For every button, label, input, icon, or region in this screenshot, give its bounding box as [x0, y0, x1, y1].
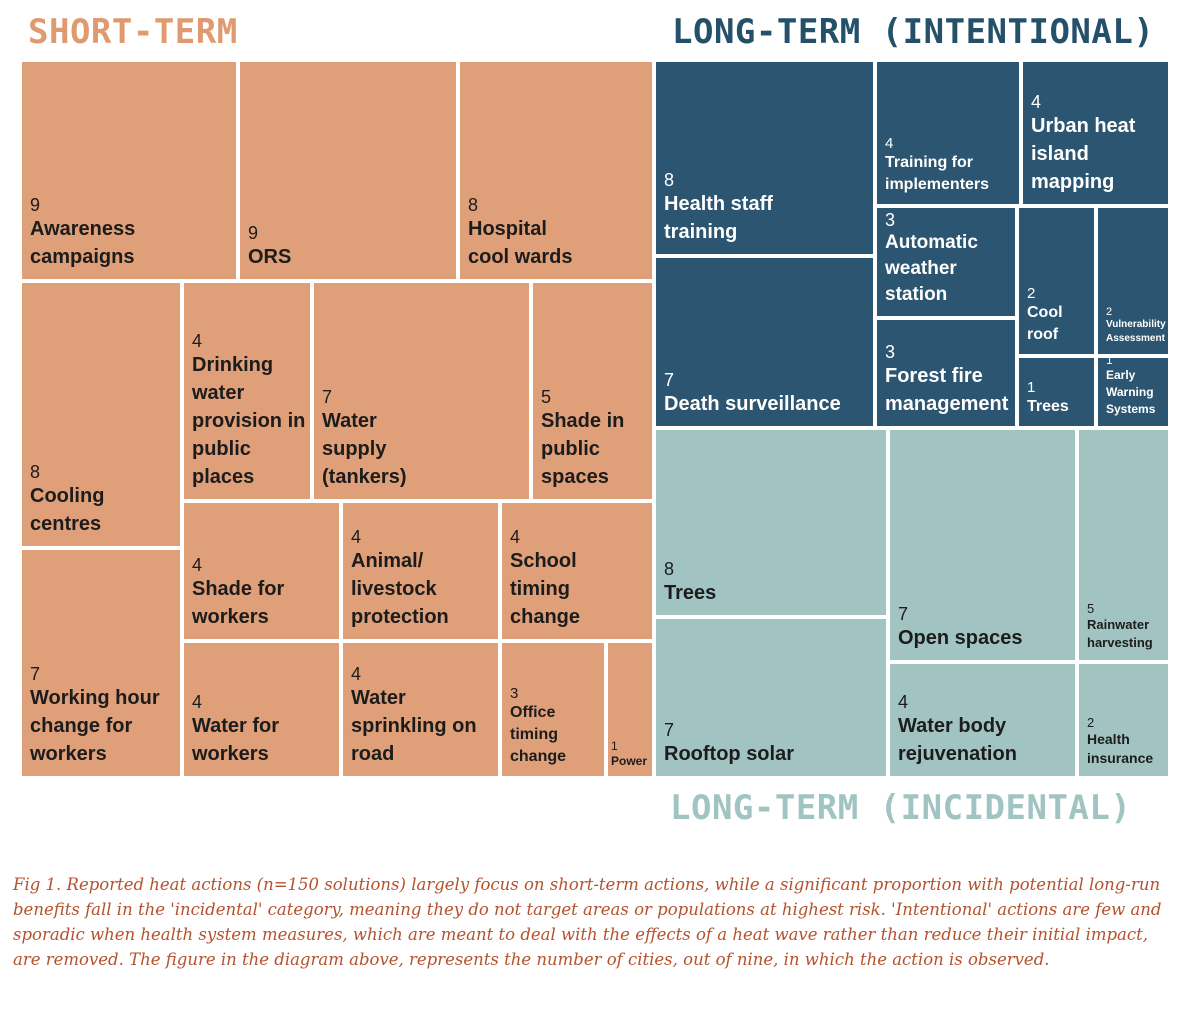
tile-value: 4	[1031, 92, 1042, 112]
treemap-tile-short-term-office-timing-change: 3 Office timing change	[500, 641, 606, 778]
treemap-tile-long-term-incidental-trees: 8 Trees	[654, 428, 888, 617]
tile-label: Vulnerability Assessment	[1106, 319, 1166, 344]
treemap-tile-short-term-awareness-campaigns: 9 Awareness campaigns	[20, 60, 238, 281]
tile-value: 4	[885, 135, 894, 152]
tile-label: Cooling centres	[30, 485, 105, 535]
tile-label: Automatic weather station	[885, 232, 978, 305]
treemap-tile-long-term-intentional-health-staff-training: 8 Health staff training	[654, 60, 875, 256]
tile-value: 5	[1087, 601, 1095, 616]
tile-value: 3	[885, 342, 896, 362]
tile-label: Rooftop solar	[664, 743, 794, 765]
tile-label: Death surveillance	[664, 393, 841, 415]
treemap-tile-short-term-school-timing-change: 4 School timing change	[500, 501, 654, 641]
treemap-tile-long-term-intentional-vulnerability-assessment: 2 Vulnerability Assessment	[1096, 206, 1170, 356]
treemap-tile-short-term-ors: 9 ORS	[238, 60, 458, 281]
tile-label: Hospital cool wards	[468, 218, 573, 268]
tile-value: 7	[664, 370, 675, 390]
tile-label: Animal/ livestock protection	[351, 550, 449, 628]
treemap-tile-long-term-intentional-early-warning-systems: 1 Early Warning Systems	[1096, 356, 1170, 428]
tile-value: 2	[1106, 306, 1113, 318]
tile-label: Drinking water provision in public place…	[192, 354, 306, 488]
tile-label: Health staff training	[664, 193, 773, 243]
tile-value: 2	[1027, 285, 1036, 302]
treemap-tile-long-term-intentional-cool-roof: 2 Cool roof	[1017, 206, 1096, 356]
treemap-tile-short-term-cooling-centres: 8 Cooling centres	[20, 281, 182, 548]
tile-value: 7	[898, 604, 909, 624]
treemap-tile-long-term-intentional-trees: 1 Trees	[1017, 356, 1096, 428]
treemap-tile-short-term-drinking-water-provision-in-public-places: 4 Drinking water provision in public plac…	[182, 281, 312, 501]
tile-value: 3	[885, 210, 896, 230]
long-term-incidental-group-label: LONG-TERM (INCIDENTAL)	[670, 788, 1132, 828]
treemap-tile-short-term-working-hour-change-for-workers: 7 Working hour change for workers	[20, 548, 182, 778]
tile-value: 4	[351, 664, 362, 684]
tile-label: Open spaces	[898, 627, 1023, 649]
tile-value: 4	[510, 527, 521, 547]
tile-label: Power	[611, 754, 648, 768]
tile-label: Working hour change for workers	[30, 687, 160, 765]
tile-value: 1	[611, 739, 618, 753]
treemap-tile-short-term-water-supply-tankers: 7 Water supply (tankers)	[312, 281, 531, 501]
treemap-tile-long-term-intentional-death-surveillance: 7 Death surveillance	[654, 256, 875, 428]
tile-value: 4	[351, 527, 362, 547]
treemap-tile-short-term-power: 1 Power	[606, 641, 654, 778]
tile-value: 7	[30, 664, 41, 684]
tile-label: Health insurance	[1087, 731, 1154, 766]
tile-value: 4	[192, 555, 203, 575]
tile-value: 4	[192, 331, 203, 351]
treemap-tile-short-term-water-for-workers: 4 Water for workers	[182, 641, 341, 778]
treemap-tile-long-term-intentional-training-for-implementers: 4 Training for implementers	[875, 60, 1021, 206]
treemap-tile-short-term-shade-in-public-spaces: 5 Shade in public spaces	[531, 281, 654, 501]
tile-value: 3	[510, 685, 519, 702]
tile-label: School timing change	[510, 550, 581, 628]
tile-value: 8	[30, 462, 41, 482]
treemap-tile-long-term-intentional-automatic-weather-station: 3 Automatic weather station	[875, 206, 1017, 318]
tile-label: Water body rejuvenation	[898, 715, 1017, 765]
treemap-tile-long-term-intentional-forest-fire-management: 3 Forest fire management	[875, 318, 1017, 428]
tile-label: Cool roof	[1027, 304, 1063, 343]
tile-label: Water for workers	[192, 715, 280, 765]
treemap-tile-long-term-incidental-health-insurance: 2 Health insurance	[1077, 662, 1170, 778]
tile-value: 5	[541, 387, 552, 407]
tile-value: 7	[322, 387, 333, 407]
tile-label: Water supply (tankers)	[322, 410, 407, 488]
tile-value: 8	[664, 559, 675, 579]
tile-label: Rainwater harvesting	[1087, 617, 1153, 650]
tile-label: Awareness campaigns	[30, 218, 136, 268]
treemap-tile-short-term-animal-livestock-protection: 4 Animal/ livestock protection	[341, 501, 500, 641]
tile-label: Early Warning Systems	[1106, 368, 1156, 416]
tile-label: Urban heat island mapping	[1031, 115, 1136, 193]
tile-value: 1	[1027, 379, 1036, 396]
tile-label: Shade in public spaces	[541, 410, 625, 488]
short-term-group-label: SHORT-TERM	[28, 12, 238, 52]
treemap-tile-short-term-shade-for-workers: 4 Shade for workers	[182, 501, 341, 641]
tile-label: Trees	[1027, 398, 1069, 415]
tile-label: Shade for workers	[192, 578, 285, 628]
tile-label: Trees	[664, 582, 717, 604]
long-term-intentional-group-label: LONG-TERM (INTENTIONAL)	[672, 12, 1155, 52]
tile-value: 9	[30, 195, 41, 215]
treemap-tile-short-term-hospital-cool-wards: 8 Hospital cool wards	[458, 60, 654, 281]
tile-value: 8	[468, 195, 479, 215]
tile-value: 4	[192, 692, 203, 712]
tile-label: Forest fire management	[885, 365, 1009, 415]
tile-label: Office timing change	[510, 704, 567, 765]
tile-value: 9	[248, 223, 259, 243]
tile-value: 1	[1106, 356, 1113, 367]
tile-label: Training for implementers	[885, 154, 990, 193]
treemap-tile-long-term-incidental-water-body-rejuvenation: 4 Water body rejuvenation	[888, 662, 1077, 778]
tile-value: 8	[664, 170, 675, 190]
tile-label: ORS	[248, 246, 292, 268]
treemap-tile-long-term-incidental-open-spaces: 7 Open spaces	[888, 428, 1077, 662]
treemap-tile-long-term-incidental-rainwater-harvesting: 5 Rainwater harvesting	[1077, 428, 1170, 662]
tile-value: 4	[898, 692, 909, 712]
tile-value: 7	[664, 720, 675, 740]
treemap-tile-short-term-water-sprinkling-on-road: 4 Water sprinkling on road	[341, 641, 500, 778]
figure-caption: Fig 1. Reported heat actions (n=150 solu…	[13, 875, 1162, 969]
treemap-tile-long-term-incidental-rooftop-solar: 7 Rooftop solar	[654, 617, 888, 778]
tile-value: 2	[1087, 715, 1095, 730]
tile-label: Water sprinkling on road	[351, 687, 477, 765]
treemap-tile-long-term-intentional-urban-heat-island-mapping: 4 Urban heat island mapping	[1021, 60, 1170, 206]
